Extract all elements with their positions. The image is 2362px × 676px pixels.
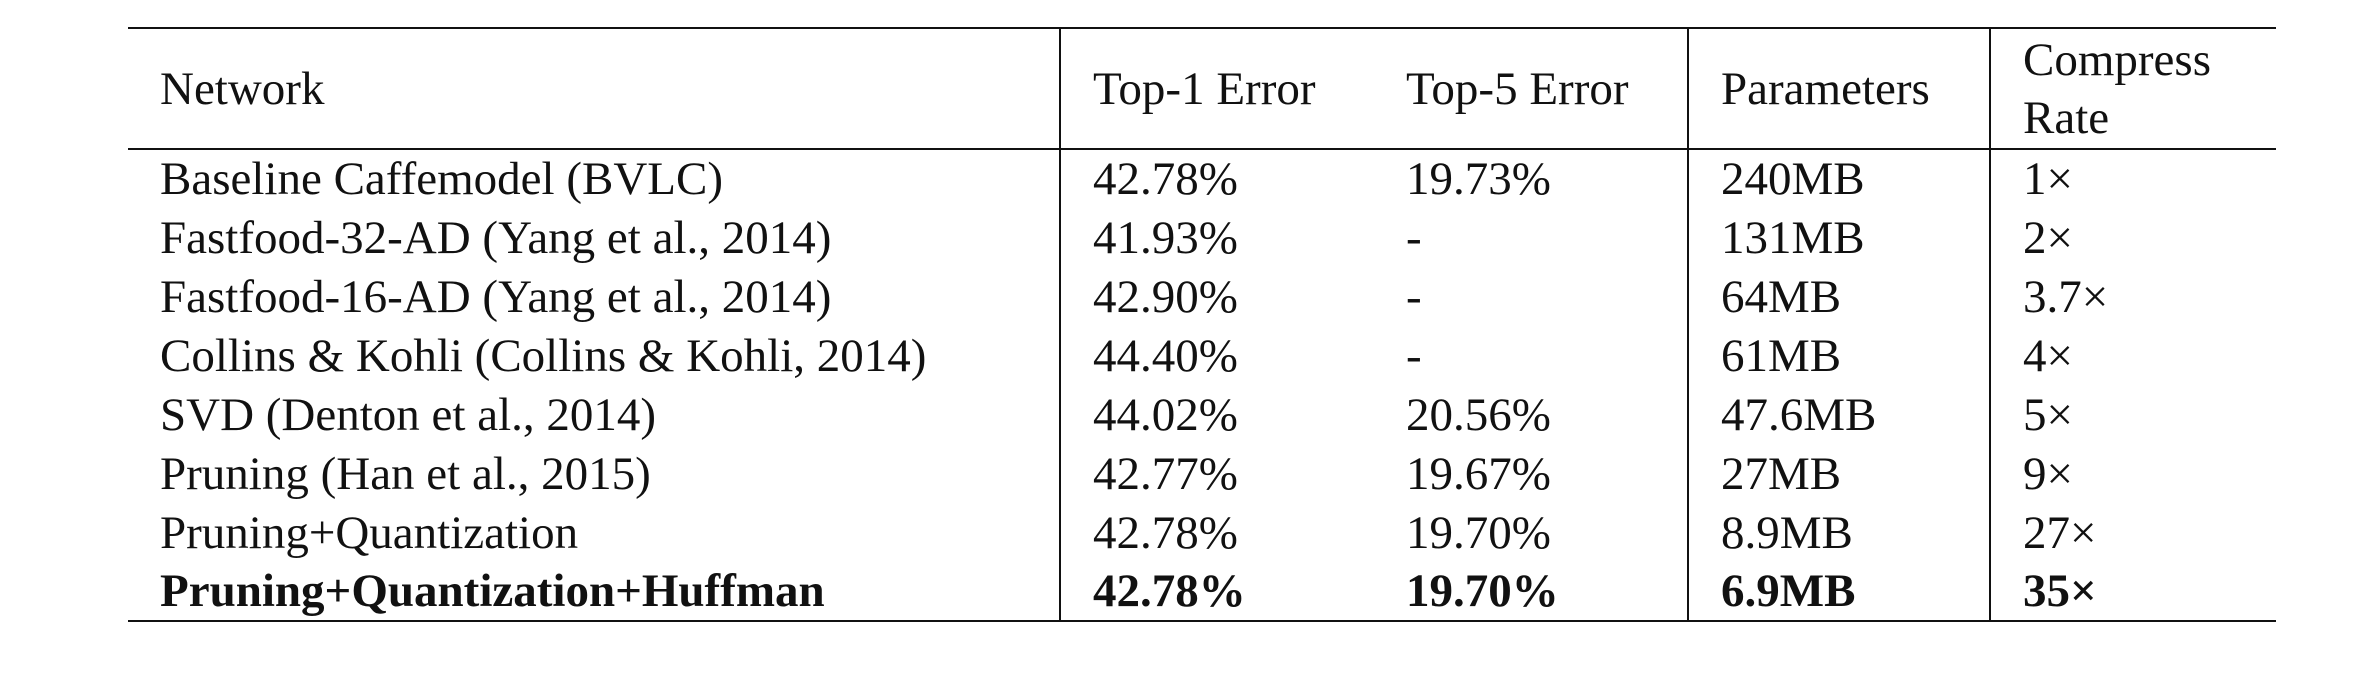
table-row: SVD (Denton et al., 2014) 44.02% 20.56% … bbox=[128, 385, 2276, 444]
cell-rate: 5× bbox=[2023, 388, 2074, 441]
cell-top1: 42.77% bbox=[1093, 447, 1238, 500]
cell-rate: 9× bbox=[2023, 447, 2074, 500]
cell-rate: 1× bbox=[2023, 153, 2074, 205]
header-network: Network bbox=[128, 27, 1061, 150]
table-row: Collins & Kohli (Collins & Kohli, 2014) … bbox=[128, 326, 2276, 385]
cell-top1: 44.02% bbox=[1093, 388, 1238, 441]
table-row: Baseline Caffemodel (BVLC) 42.78% 19.73%… bbox=[128, 149, 2276, 208]
table-row: Pruning+Quantization 42.78% 19.70% 8.9MB… bbox=[128, 503, 2276, 562]
cell-params: 8.9MB bbox=[1688, 503, 1991, 562]
cell-rate: 2× bbox=[2023, 211, 2074, 264]
table-row: Fastfood-16-AD (Yang et al., 2014) 42.90… bbox=[128, 267, 2276, 326]
cell-rate: 35× bbox=[1990, 562, 2276, 622]
cell-network: Collins & Kohli (Collins & Kohli, 2014) bbox=[128, 326, 1061, 385]
results-table-container: Network Top-1 Error Top-5 Error Paramete… bbox=[128, 27, 2276, 622]
cell-top5: 19.73% bbox=[1374, 149, 1689, 208]
cell-top1: 42.78% bbox=[1093, 153, 1238, 205]
cell-params: 47.6MB bbox=[1688, 385, 1991, 444]
cell-network: Fastfood-32-AD (Yang et al., 2014) bbox=[128, 208, 1061, 267]
table-row: Pruning (Han et al., 2015) 42.77% 19.67%… bbox=[128, 444, 2276, 503]
header-row: Network Top-1 Error Top-5 Error Paramete… bbox=[128, 27, 2276, 150]
header-parameters: Parameters bbox=[1688, 27, 1991, 150]
cell-top5: 20.56% bbox=[1374, 385, 1689, 444]
table-row: Fastfood-32-AD (Yang et al., 2014) 41.93… bbox=[128, 208, 2276, 267]
cell-network: Pruning (Han et al., 2015) bbox=[128, 444, 1061, 503]
cell-rate: 27× bbox=[2023, 506, 2097, 559]
cell-params: 64MB bbox=[1688, 267, 1991, 326]
cell-top5: - bbox=[1374, 208, 1689, 267]
cell-params: 27MB bbox=[1688, 444, 1991, 503]
header-top1-error: Top-1 Error bbox=[1060, 27, 1374, 150]
cell-top1: 41.93% bbox=[1093, 211, 1238, 264]
cell-network: Fastfood-16-AD (Yang et al., 2014) bbox=[128, 267, 1061, 326]
table-body: Baseline Caffemodel (BVLC) 42.78% 19.73%… bbox=[128, 149, 2276, 622]
cell-network: Baseline Caffemodel (BVLC) bbox=[128, 149, 1061, 208]
cell-rate: 4× bbox=[2023, 329, 2074, 382]
cell-top5: - bbox=[1374, 326, 1689, 385]
table-header: Network Top-1 Error Top-5 Error Paramete… bbox=[128, 27, 2276, 150]
cell-top1: 42.78% bbox=[1060, 562, 1374, 622]
cell-params: 61MB bbox=[1688, 326, 1991, 385]
cell-top1: 42.78% bbox=[1093, 506, 1238, 559]
cell-top1: 42.90% bbox=[1093, 270, 1238, 323]
header-compress-rate: Compress Rate bbox=[1990, 27, 2276, 150]
compression-results-table: Network Top-1 Error Top-5 Error Paramete… bbox=[128, 27, 2276, 622]
cell-rate: 3.7× bbox=[2023, 270, 2109, 323]
cell-network: SVD (Denton et al., 2014) bbox=[128, 385, 1061, 444]
table-row-highlighted: Pruning+Quantization+Huffman 42.78% 19.7… bbox=[128, 562, 2276, 622]
cell-top5: 19.70% bbox=[1374, 503, 1689, 562]
cell-top5: - bbox=[1374, 267, 1689, 326]
cell-network: Pruning+Quantization+Huffman bbox=[128, 562, 1061, 622]
cell-top5: 19.67% bbox=[1374, 444, 1689, 503]
cell-params: 6.9MB bbox=[1688, 562, 1991, 622]
cell-params: 131MB bbox=[1688, 208, 1991, 267]
cell-top5: 19.70% bbox=[1374, 562, 1689, 622]
cell-params: 240MB bbox=[1688, 149, 1991, 208]
cell-top1: 44.40% bbox=[1093, 329, 1238, 382]
header-top5-error: Top-5 Error bbox=[1374, 27, 1689, 150]
cell-network: Pruning+Quantization bbox=[128, 503, 1061, 562]
